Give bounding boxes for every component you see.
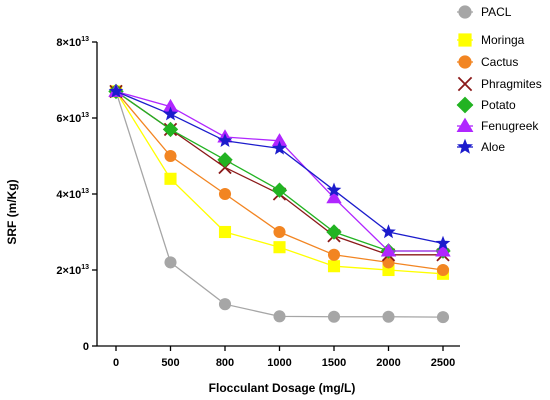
data-point [380,243,397,257]
y-tick-label: 8×1013 [56,36,89,49]
y-tick-exponent: 13 [81,36,89,43]
data-point [435,235,451,250]
x-tick-label: 2500 [431,357,455,369]
legend: PACL Moringa Cactus Phragmites Potato Fenugre… [456,5,542,154]
data-point [164,172,177,185]
y-tick-exponent: 13 [81,188,89,195]
legend-item: Aloe [457,138,505,154]
legend-swatch [457,76,473,92]
x-tick-label: 1000 [267,357,291,369]
y-tick-label: 0 [83,341,89,353]
data-point [271,182,288,198]
data-point [381,224,396,239]
legend-label: Phragmites [481,77,542,91]
data-point [162,121,179,138]
data-point [164,256,177,269]
data-point [273,225,286,239]
y-tick-exponent: 13 [81,112,89,119]
x-tick-label: 2000 [376,357,400,369]
y-tick-exponent: 13 [81,264,89,271]
legend-item: Fenugreek [456,117,539,133]
data-point [218,298,232,311]
data-point [272,140,287,155]
legend-swatch [458,55,472,69]
legend-swatch [456,117,474,132]
legend-swatch [458,5,472,19]
data-point [271,133,288,147]
series-aloe [108,83,451,250]
legend-swatch [457,138,473,154]
y-tick-label: 2×1013 [56,264,89,277]
y-tick-label: 6×1013 [56,112,89,125]
data-point [327,248,341,261]
legend-swatch [458,33,472,47]
legend-label: Cactus [481,55,518,69]
data-point [164,149,177,163]
y-axis-title: SRF (m/Kg) [5,179,19,244]
data-point [217,152,233,168]
legend-swatch [456,96,474,114]
x-tick-label: 0 [113,357,119,369]
data-point [326,182,342,197]
data-point [217,133,233,148]
data-point [218,225,232,239]
data-point [273,241,286,254]
data-point [436,263,450,277]
data-point [108,83,124,98]
legend-item: Cactus [457,55,518,69]
data-point [326,190,342,204]
data-point [435,243,451,257]
legend-label: PACL [481,5,512,19]
data-point [382,256,395,269]
axes: 0 2×1013 4×1013 6×1013 8×1013 0 500 800 1000 1500… [56,36,460,369]
series-line [115,90,444,245]
legend-item: Phragmites [457,76,542,92]
x-tick-label: 1500 [322,357,346,369]
legend-item: PACL [457,5,512,19]
data-point [162,98,179,113]
data-point [327,310,341,323]
data-point [382,310,395,323]
legend-label: Aloe [481,140,505,154]
series-layer [108,83,451,324]
data-point [326,224,342,240]
data-point [436,311,450,324]
x-axis-title: Flocculant Dosage (mg/L) [209,381,356,395]
y-tick-label: 4×1013 [56,188,89,201]
data-point [218,187,232,201]
data-point [273,310,286,323]
legend-item: Moringa [457,33,525,47]
legend-label: Fenugreek [481,119,539,133]
x-tick-label: 800 [216,357,234,369]
legend-label: Moringa [481,33,525,47]
legend-item: Potato [456,96,516,114]
series-pacl [109,85,450,324]
data-point [327,260,341,273]
legend-label: Potato [481,98,516,112]
x-tick-label: 500 [161,357,179,369]
data-point [163,106,178,121]
